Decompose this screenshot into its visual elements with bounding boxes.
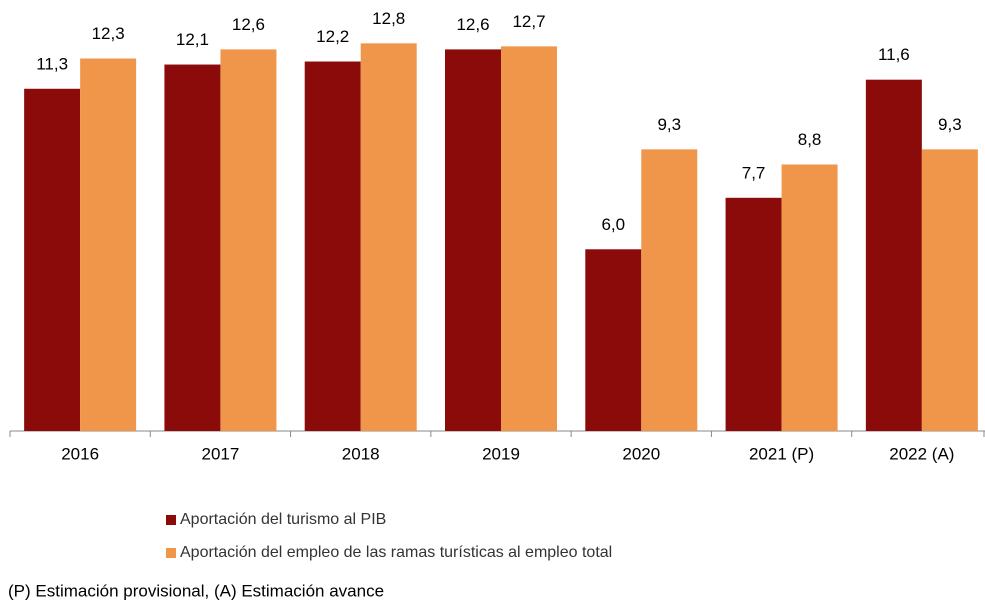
value-label: 12,6 [232,15,265,34]
value-label: 9,3 [938,115,962,134]
bar [781,164,838,431]
bar [501,46,557,431]
bar [80,58,137,431]
value-label: 8,8 [798,130,822,149]
legend-swatch [166,515,176,525]
bar [220,49,277,432]
value-label: 12,2 [316,27,349,46]
x-tick-label: 2021 (P) [749,444,814,463]
value-label: 12,3 [92,24,125,43]
legend-text: Aportación del turismo al PIB [180,511,386,528]
x-tick-label: 2016 [61,444,99,463]
value-label: 12,6 [456,15,489,34]
value-label: 11,6 [878,45,910,64]
value-label: 11,3 [36,54,68,73]
value-label: 12,7 [512,12,545,31]
value-label: 6,0 [601,215,625,234]
value-label: 7,7 [742,163,766,182]
footnote: (P) Estimación provisional, (A) Estimaci… [8,581,384,600]
bar [360,43,417,431]
bar [585,249,642,431]
x-tick-label: 2017 [202,444,240,463]
bar [641,149,698,432]
bar [921,149,978,432]
value-label: 9,3 [657,115,681,134]
value-label: 12,8 [372,9,405,28]
bar [445,49,501,432]
bar [164,64,221,432]
legend-swatch [166,548,176,558]
bar [24,88,81,432]
x-tick-label: 2018 [342,444,380,463]
x-tick-label: 2019 [482,444,520,463]
legend-text: Aportación del empleo de las ramas turís… [180,544,612,561]
value-label: 12,1 [176,30,209,49]
x-tick-label: 2022 (A) [889,444,954,463]
bar [304,61,361,432]
bar [725,197,782,431]
bar [865,79,922,431]
x-tick-label: 2020 [622,444,660,463]
